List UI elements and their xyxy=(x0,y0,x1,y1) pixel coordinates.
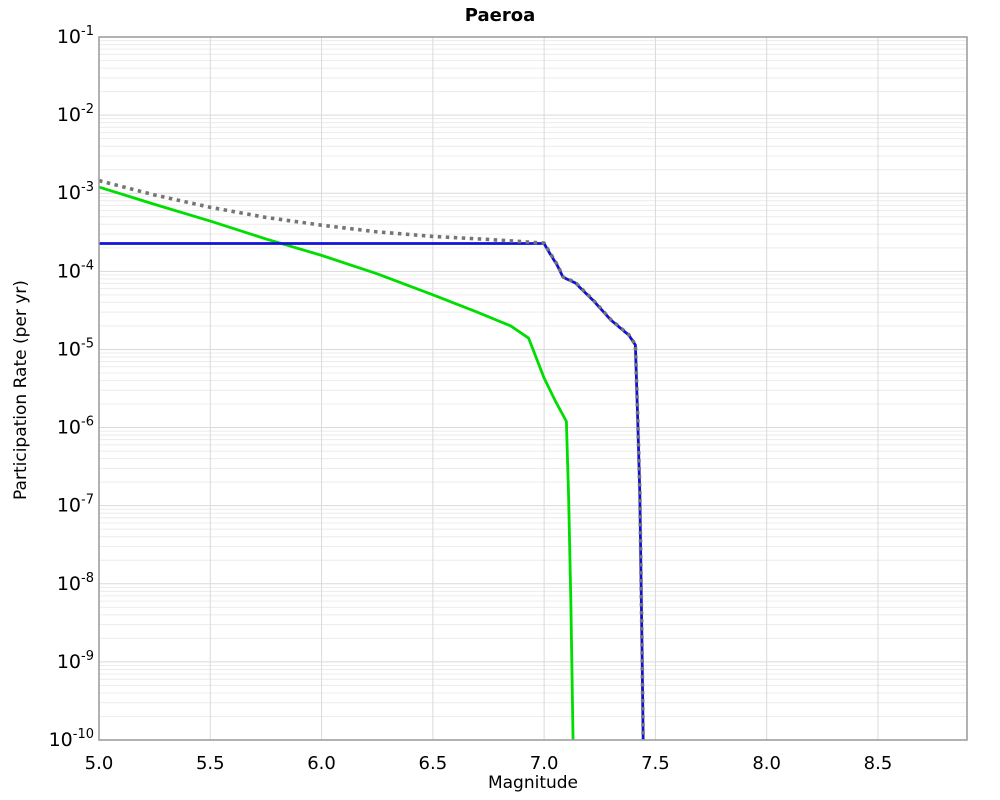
y-tick-label: 10-9 xyxy=(57,649,94,673)
y-tick-labels: 10-1 10-2 10-3 10-4 10-5 10-6 10-7 10-8 10-9 10-1… xyxy=(49,24,94,751)
x-axis-label: Magnitude xyxy=(487,773,579,793)
y-tick-label: 10-4 xyxy=(57,258,94,282)
chart-title: Paeroa xyxy=(464,5,536,26)
x-tick-label: 7.5 xyxy=(641,753,670,774)
gridlines xyxy=(99,37,967,740)
y-tick-label: 10-10 xyxy=(49,727,94,751)
x-tick-label: 8.5 xyxy=(864,753,893,774)
x-tick-label: 5.0 xyxy=(85,753,114,774)
y-tick-label: 10-6 xyxy=(57,415,94,439)
x-tick-label: 5.5 xyxy=(196,753,225,774)
x-tick-label: 7.0 xyxy=(530,753,559,774)
series-gray-dotted-total xyxy=(98,178,645,741)
y-tick-label: 10-3 xyxy=(57,180,94,204)
x-tick-label: 6.5 xyxy=(419,753,448,774)
y-tick-label: 10-1 xyxy=(57,24,94,48)
x-tick-labels: 5.0 5.5 6.0 6.5 7.0 7.5 8.0 8.5 xyxy=(85,753,893,774)
x-tick-label: 6.0 xyxy=(307,753,336,774)
series-green-solid xyxy=(98,185,575,741)
y-tick-label: 10-5 xyxy=(57,336,94,360)
y-tick-label: 10-8 xyxy=(57,571,94,595)
plot-area xyxy=(99,37,967,740)
y-tick-label: 10-7 xyxy=(57,493,94,517)
x-tick-label: 8.0 xyxy=(752,753,781,774)
series-group xyxy=(98,178,645,741)
plot-border xyxy=(98,36,968,741)
y-tick-label: 10-2 xyxy=(57,102,94,126)
